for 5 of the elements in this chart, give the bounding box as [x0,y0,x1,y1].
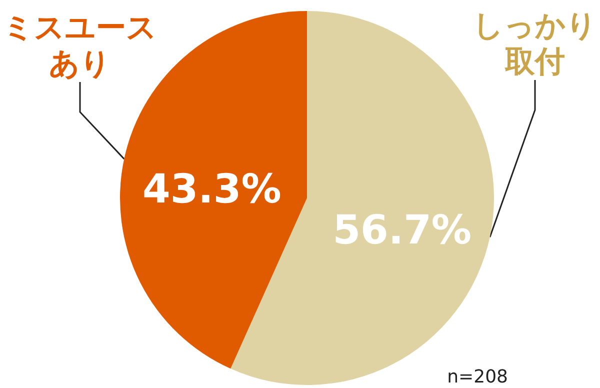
slice-label: ミスユースあり [3,12,157,80]
text: n=208 [447,366,508,388]
data-label: 56.7% [332,207,472,254]
slice-label: しっかり取付 [473,10,597,78]
data-label: 43.3% [142,166,282,213]
